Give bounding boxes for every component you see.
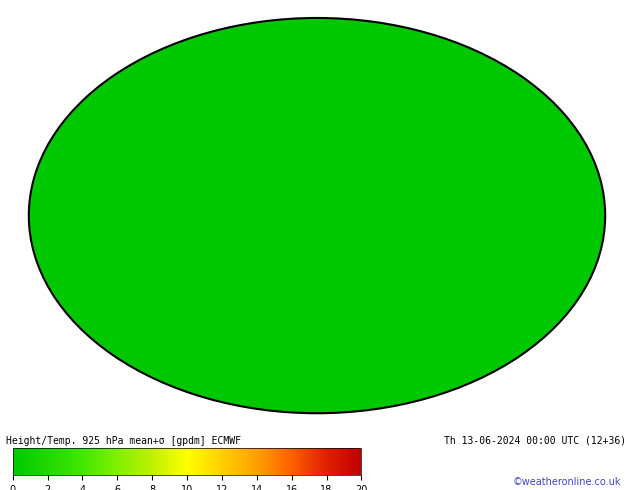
Ellipse shape	[29, 18, 605, 413]
Text: Height/Temp. 925 hPa mean+σ [gpdm] ECMWF: Height/Temp. 925 hPa mean+σ [gpdm] ECMWF	[6, 436, 242, 446]
Text: Th 13-06-2024 00:00 UTC (12+36): Th 13-06-2024 00:00 UTC (12+36)	[444, 436, 626, 446]
Text: ©weatheronline.co.uk: ©weatheronline.co.uk	[513, 477, 621, 487]
